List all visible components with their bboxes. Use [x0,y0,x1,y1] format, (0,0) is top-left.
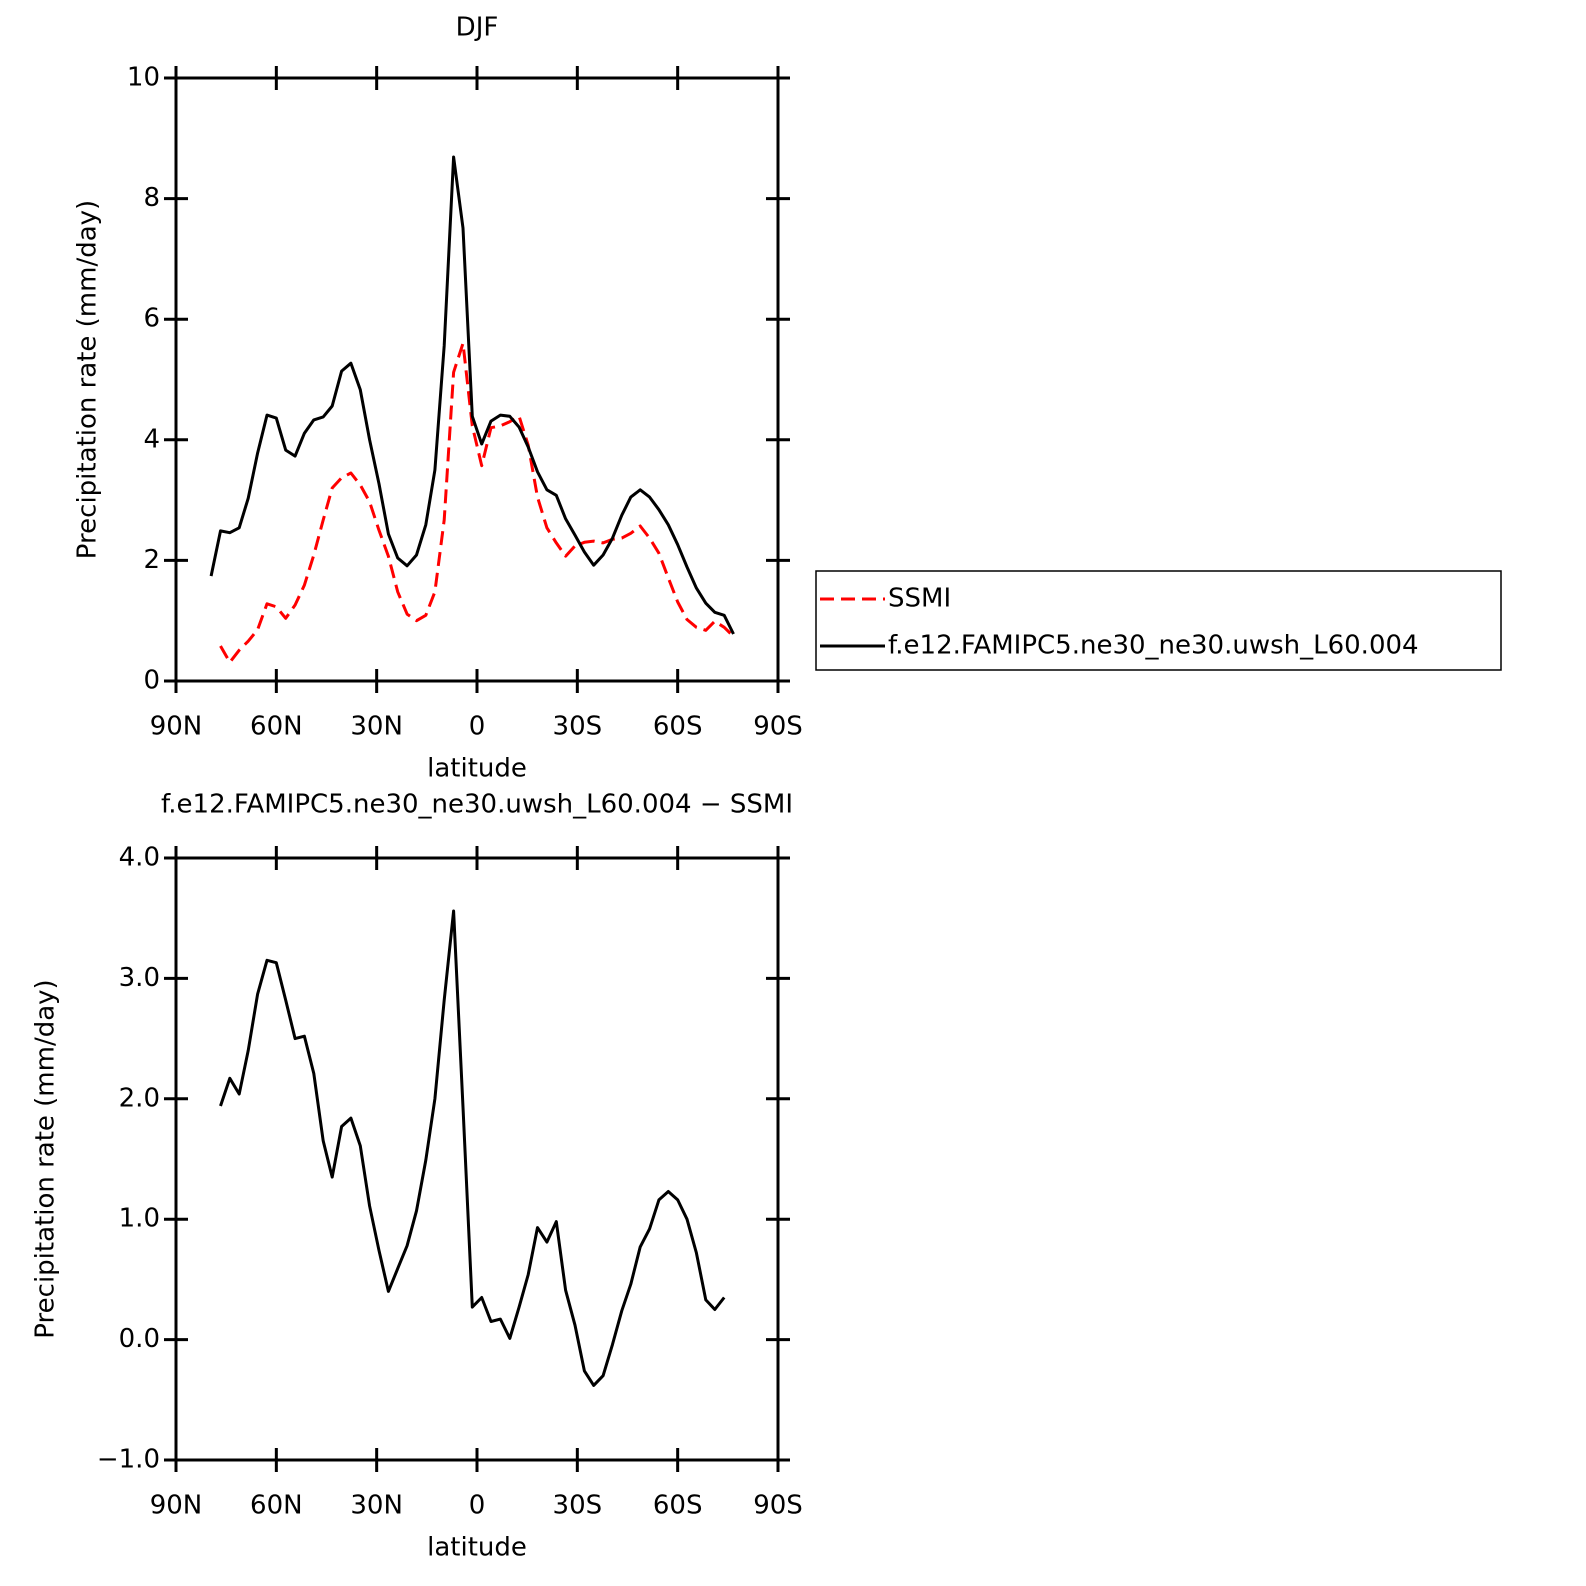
y-axis-label: Precipitation rate (mm/day) [31,979,61,1338]
x-tick-label: 30S [553,712,603,742]
legend-label: SSMI [888,584,951,614]
y-tick-label: 0.0 [119,1324,160,1354]
y-tick-label: 0 [143,666,160,696]
y-tick-label: 2 [143,545,160,575]
x-tick-label: 90S [753,1491,803,1521]
series-line [209,155,735,635]
chart-title: DJF [456,13,499,43]
plot-frame [174,76,780,683]
x-tick-label: 90N [150,712,203,742]
x-axis-label: latitude [427,1533,527,1563]
x-tick-label: 60N [250,712,303,742]
legend-label: f.e12.FAMIPC5.ne30_ne30.uwsh_L60.004 [888,631,1419,661]
y-tick-label: 8 [143,183,160,213]
x-tick-label: 0 [469,712,486,742]
y-tick-label: −1.0 [97,1445,160,1475]
x-tick-label: 60N [250,1491,303,1521]
chart-title: f.e12.FAMIPC5.ne30_ne30.uwsh_L60.004 − S… [161,790,793,820]
y-tick-label: 6 [143,304,160,334]
x-tick-label: 90S [753,712,803,742]
y-axis-label: Precipitation rate (mm/day) [73,200,103,559]
series-line [219,341,735,664]
y-tick-label: 4 [143,424,160,454]
plot-frame [174,856,780,1462]
series-line [219,909,726,1387]
y-tick-label: 10 [127,63,160,93]
y-tick-label: 2.0 [119,1083,160,1113]
x-tick-label: 30N [350,712,403,742]
x-tick-label: 90N [150,1491,203,1521]
legend-box [815,570,1502,671]
y-tick-label: 1.0 [119,1204,160,1234]
x-tick-label: 60S [653,1491,703,1521]
x-tick-label: 0 [469,1491,486,1521]
y-tick-label: 4.0 [119,843,160,873]
x-tick-label: 60S [653,712,703,742]
y-tick-label: 3.0 [119,963,160,993]
x-tick-label: 30N [350,1491,403,1521]
x-tick-label: 30S [553,1491,603,1521]
x-axis-label: latitude [427,754,527,784]
